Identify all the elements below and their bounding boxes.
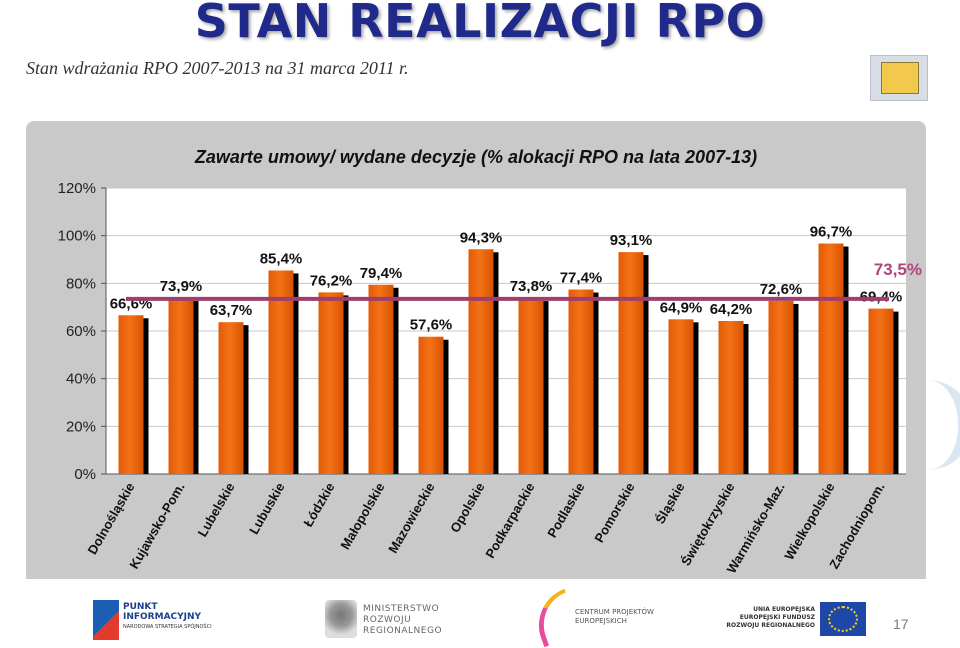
bar	[868, 308, 894, 474]
y-tick-label: 120%	[58, 180, 96, 197]
x-tick-label: Łódzkie	[300, 480, 337, 529]
bar	[818, 243, 844, 474]
cpe-logo: CENTRUM PROJEKTÓW EUROPEJSKICH	[527, 588, 675, 648]
data-label: 64,9%	[660, 299, 703, 316]
x-tick-label: Lubuskie	[246, 480, 288, 537]
average-label: 73,5%	[874, 260, 922, 279]
rpo-logo	[870, 55, 928, 101]
x-tick-label: Podkarpackie	[482, 480, 537, 561]
star-icon	[93, 600, 119, 640]
y-tick-label: 60%	[66, 323, 96, 340]
data-label: 73,9%	[160, 278, 203, 295]
slide-title: STAN REALIZACJI RPO	[194, 0, 766, 48]
chart-panel: Zawarte umowy/ wydane decyzje (% alokacj…	[26, 121, 926, 579]
data-label: 63,7%	[210, 302, 253, 319]
data-label: 76,2%	[310, 272, 353, 289]
bar	[368, 284, 394, 474]
data-label: 93,1%	[610, 232, 653, 249]
ministerstwo-logo: MINISTERSTWO ROZWOJU REGIONALNEGO	[325, 600, 455, 644]
bar	[268, 270, 294, 474]
bar	[468, 249, 494, 474]
bar	[768, 300, 794, 474]
bar	[168, 297, 194, 474]
data-label: 85,4%	[260, 250, 303, 267]
data-label: 72,6%	[760, 281, 803, 298]
bar	[668, 319, 694, 474]
data-label: 96,7%	[810, 224, 853, 241]
x-tick-label: Kujawsko-Pom.	[126, 480, 187, 571]
y-tick-label: 100%	[58, 228, 96, 245]
y-tick-label: 20%	[66, 418, 96, 435]
x-tick-label: Wielkopolskie	[781, 480, 837, 562]
bar	[318, 292, 344, 474]
footer: PUNKT INFORMACYJNY NARODOWA STRATEGIA SP…	[0, 580, 960, 648]
slide-subtitle: Stan wdrażania RPO 2007-2013 na 31 marca…	[26, 58, 409, 78]
x-tick-label: Zachodniopom.	[826, 480, 887, 571]
data-label: 77,4%	[560, 270, 603, 287]
data-label: 73,8%	[510, 278, 553, 295]
y-tick-label: 80%	[66, 275, 96, 292]
x-tick-label: Podlaskie	[544, 480, 587, 540]
punkt-line3: NARODOWA STRATEGIA SPÓJNOŚCI	[123, 624, 212, 630]
eu-line1: UNIA EUROPEJSKA	[753, 606, 815, 613]
x-tick-label: Małopolskie	[337, 480, 387, 552]
x-tick-label: Dolnośląskie	[85, 480, 138, 557]
bar	[618, 252, 644, 474]
eagle-icon	[325, 600, 357, 638]
punkt-line1: PUNKT	[123, 602, 158, 612]
bar-chart: Zawarte umowy/ wydane decyzje (% alokacj…	[58, 147, 922, 576]
eu-logo: UNIA EUROPEJSKA EUROPEJSKI FUNDUSZ ROZWO…	[720, 600, 870, 644]
ministerstwo-line1: MINISTERSTWO	[363, 604, 440, 614]
eu-line3: ROZWOJU REGIONALNEGO	[726, 622, 815, 629]
bar	[218, 322, 244, 474]
ministerstwo-line3: REGIONALNEGO	[363, 626, 443, 636]
x-tick-label: Pomorskie	[591, 480, 637, 545]
x-tick-label: Mazowieckie	[385, 480, 437, 556]
swirl-icon	[527, 588, 582, 648]
bar	[418, 336, 444, 474]
punkt-informacyjny-logo: PUNKT INFORMACYJNY NARODOWA STRATEGIA SP…	[93, 600, 243, 646]
y-tick-label: 40%	[66, 371, 96, 388]
cpe-line1: CENTRUM PROJEKTÓW	[575, 608, 654, 616]
bar	[718, 320, 744, 474]
data-label: 64,2%	[710, 301, 753, 318]
bar	[518, 298, 544, 474]
page-number: 17	[893, 616, 909, 632]
chart-title: Zawarte umowy/ wydane decyzje (% alokacj…	[194, 147, 757, 167]
punkt-line2: INFORMACYJNY	[123, 612, 202, 622]
bar	[118, 315, 144, 474]
data-label: 57,6%	[410, 317, 453, 334]
ministerstwo-line2: ROZWOJU	[363, 615, 412, 625]
data-label: 94,3%	[460, 229, 503, 246]
x-tick-label: Śląskie	[652, 480, 687, 526]
x-tick-label: Lubelskie	[195, 480, 238, 539]
data-label: 79,4%	[360, 265, 403, 282]
x-tick-label: Opolskie	[447, 480, 487, 535]
eu-flag-icon	[820, 602, 866, 636]
x-tick-label: Świętokrzyskie	[678, 480, 738, 568]
y-tick-label: 0%	[74, 466, 96, 483]
eu-line2: EUROPEJSKI FUNDUSZ	[739, 614, 815, 621]
bar	[568, 289, 594, 474]
cpe-line2: EUROPEJSKICH	[575, 617, 627, 625]
decorative-arc	[928, 380, 960, 470]
